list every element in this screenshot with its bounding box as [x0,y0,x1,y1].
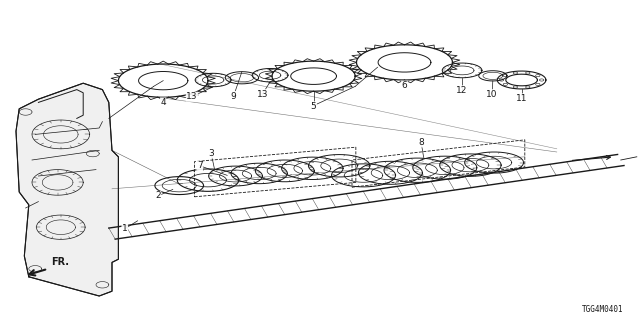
Text: 13: 13 [257,90,268,99]
Text: 8: 8 [419,138,424,147]
Text: FR.: FR. [51,257,69,267]
Text: 12: 12 [456,86,468,95]
Text: 3: 3 [209,149,214,158]
Text: 5: 5 [311,102,316,111]
Text: 13: 13 [186,92,198,101]
Text: 10: 10 [486,90,498,99]
Text: 2: 2 [156,191,161,200]
Text: 9: 9 [231,92,236,100]
Polygon shape [16,83,118,296]
Text: 11: 11 [516,94,527,103]
Text: 4: 4 [161,98,166,107]
Text: 7: 7 [197,161,202,170]
Text: 1: 1 [122,224,127,233]
Text: TGG4M0401: TGG4M0401 [582,305,624,314]
Text: 6: 6 [402,81,407,90]
